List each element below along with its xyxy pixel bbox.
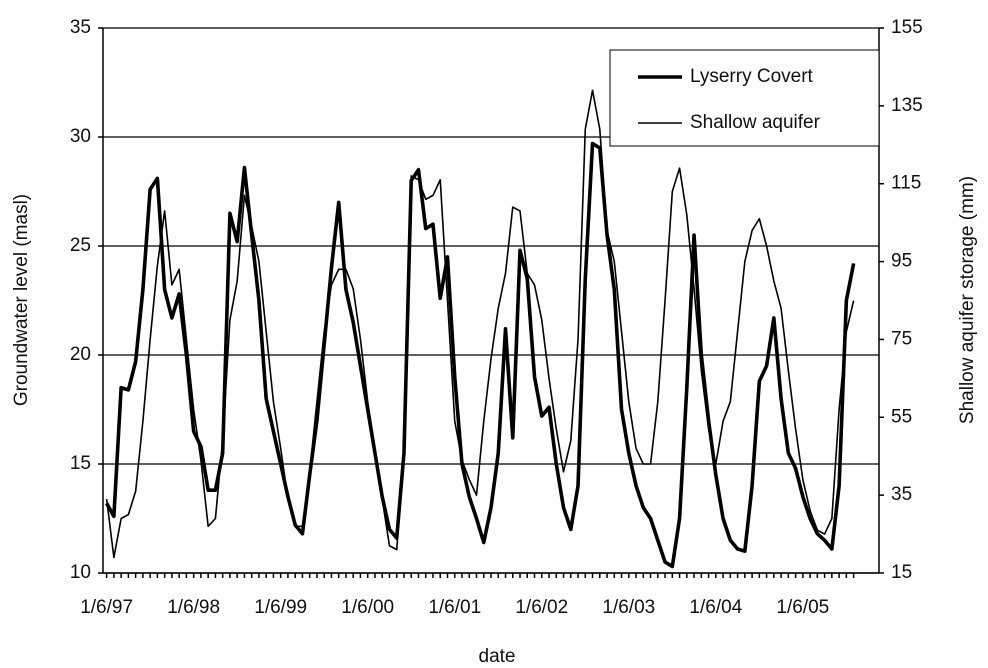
x-tick-label: 1/6/00 — [341, 597, 394, 618]
x-tick-label: 1/6/98 — [167, 597, 220, 618]
x-tick-label: 1/6/05 — [776, 597, 829, 618]
y2-tick-label: 135 — [891, 95, 923, 116]
y2-tick-label: 115 — [891, 173, 921, 194]
y2-tick-label: 155 — [891, 17, 923, 38]
y-tick-label: 35 — [70, 17, 91, 38]
y2-tick-label: 95 — [891, 251, 912, 272]
x-tick-label: 1/6/97 — [80, 597, 133, 618]
x-tick-label: 1/6/04 — [689, 597, 742, 618]
y-tick-label: 30 — [70, 126, 91, 147]
y-tick-label: 15 — [70, 453, 91, 474]
legend-label: Shallow aquifer — [690, 112, 821, 133]
legend-box — [609, 49, 880, 147]
y-tick-label: 20 — [70, 344, 91, 365]
y-axis-label: Groundwater level (masl) — [11, 194, 32, 406]
y-tick-label: 10 — [70, 562, 91, 583]
data-line — [105, 141, 856, 569]
legend-label: Lyserry Covert — [690, 66, 814, 87]
data-line — [105, 89, 855, 559]
y-tick-label: 25 — [70, 235, 91, 256]
y2-tick-label: 55 — [891, 406, 912, 427]
y2-tick-label: 15 — [891, 562, 912, 583]
x-axis-label: date — [479, 646, 516, 667]
x-tick-label: 1/6/02 — [515, 597, 568, 618]
x-tick-label: 1/6/03 — [602, 597, 655, 618]
y2-axis-label: Shallow aquifer storage (mm) — [957, 176, 978, 424]
y2-tick-label: 75 — [891, 328, 912, 349]
x-tick-label: 1/6/01 — [428, 597, 481, 618]
y2-tick-label: 35 — [891, 484, 912, 505]
x-tick-label: 1/6/99 — [254, 597, 307, 618]
